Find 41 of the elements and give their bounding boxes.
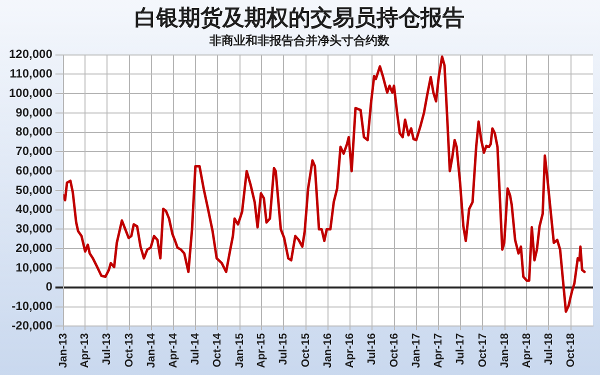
y-tick-label: 50,000	[16, 182, 53, 197]
x-tick-label: Oct-17	[476, 333, 489, 368]
x-tick-label: Jan-15	[234, 333, 246, 368]
x-tick-label: Oct-14	[212, 332, 224, 368]
x-tick-label: Jan-16	[322, 333, 334, 368]
x-tick-label: Apr-18	[520, 333, 533, 368]
y-tick-label: 10,000	[16, 260, 53, 274]
x-tick-label: Apr-14	[167, 332, 180, 368]
y-tick-label: 80,000	[16, 124, 53, 139]
chart-subtitle: 非商业和非报告合并净头寸合约数	[208, 34, 390, 48]
x-tick-label: Jan-14	[146, 332, 158, 368]
x-tick-label: Jul-17	[454, 333, 467, 365]
x-tick-label: Jul-16	[366, 333, 378, 365]
x-tick-label: Oct-18	[565, 333, 578, 368]
x-tick-label: Apr-15	[256, 333, 268, 368]
y-tick-label: 90,000	[16, 105, 53, 120]
x-tick-label: Apr-17	[432, 333, 444, 368]
x-tick-label: Oct-15	[300, 333, 312, 368]
x-tick-label: Jul-15	[278, 333, 290, 365]
x-tick-label: Jan-17	[410, 333, 423, 368]
x-tick-label: Jul-14	[189, 332, 202, 365]
y-tick-label: 60,000	[16, 163, 53, 178]
y-tick-label: 20,000	[16, 240, 53, 255]
y-tick-label: 0	[46, 280, 53, 294]
y-tick-label: 30,000	[16, 222, 53, 236]
x-tick-label: Jan-18	[499, 333, 512, 368]
y-tick-label: 120,000	[8, 47, 53, 62]
x-tick-label: Apr-13	[79, 333, 92, 368]
y-tick-label: 70,000	[16, 144, 53, 158]
x-tick-label: Oct-16	[388, 333, 400, 368]
x-tick-label: Oct-13	[123, 333, 136, 368]
y-tick-label: 100,000	[8, 86, 53, 100]
x-tick-label: Apr-16	[344, 333, 356, 368]
y-tick-label: -20,000	[12, 318, 53, 332]
y-tick-label: 110,000	[10, 66, 53, 80]
chart-title: 白银期货及期权的交易员持仓报告	[134, 4, 464, 31]
y-tick-label: -10,000	[12, 299, 53, 314]
x-tick-label: Jan-13	[57, 333, 70, 368]
y-tick-label: 40,000	[16, 202, 53, 216]
x-tick-label: Jul-13	[101, 333, 114, 365]
x-tick-label: Jul-18	[542, 333, 555, 365]
